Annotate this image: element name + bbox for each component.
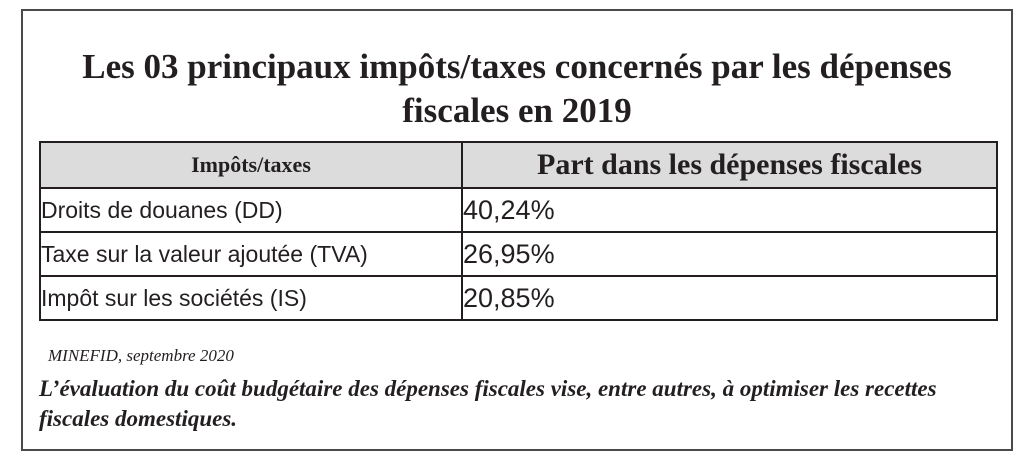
page-title: Les 03 principaux impôts/taxes concernés… — [23, 45, 1011, 133]
column-header-tax: Impôts/taxes — [39, 141, 463, 189]
table-row: Taxe sur la valeur ajoutée (TVA) 26,95% — [39, 231, 998, 277]
tax-share-cell: 26,95% — [461, 231, 998, 277]
tax-name-cell: Droits de douanes (DD) — [39, 187, 463, 233]
source-note: MINEFID, septembre 2020 — [48, 346, 234, 365]
title-line-2: fiscales en 2019 — [402, 91, 632, 130]
tax-share-cell: 20,85% — [461, 275, 998, 321]
tax-name-cell: Taxe sur la valeur ajoutée (TVA) — [39, 231, 463, 277]
table-header-row: Impôts/taxes Part dans les dépenses fisc… — [39, 141, 998, 189]
tax-name-cell: Impôt sur les sociétés (IS) — [39, 275, 463, 321]
tax-share-cell: 40,24% — [461, 187, 998, 233]
table-row: Impôt sur les sociétés (IS) 20,85% — [39, 275, 998, 321]
title-line-1: Les 03 principaux impôts/taxes concernés… — [82, 47, 952, 86]
comment-text: L’évaluation du coût budgétaire des dépe… — [39, 376, 937, 431]
document-frame: Les 03 principaux impôts/taxes concernés… — [21, 9, 1013, 451]
column-header-share: Part dans les dépenses fiscales — [461, 141, 998, 189]
table-row: Droits de douanes (DD) 40,24% — [39, 187, 998, 233]
tax-table: Impôts/taxes Part dans les dépenses fisc… — [39, 141, 998, 321]
